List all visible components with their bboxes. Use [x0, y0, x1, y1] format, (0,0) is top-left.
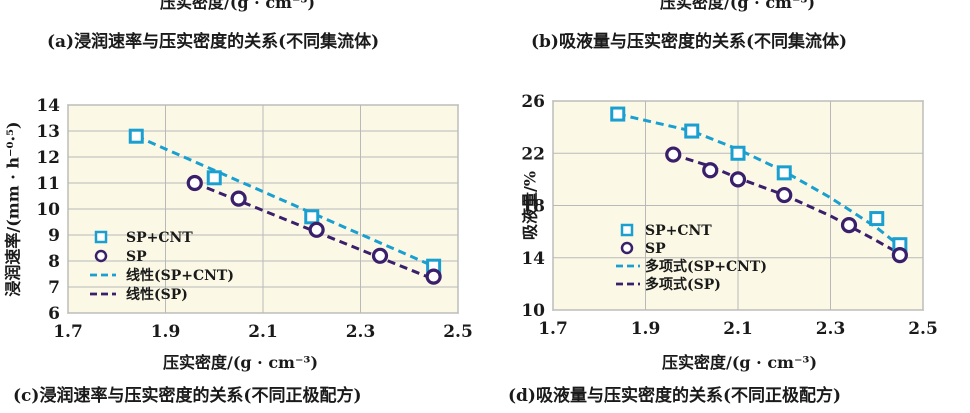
chart-d-caption: (d)吸液量与压实密度的关系(不同正极配方) [508, 386, 842, 406]
legend-marker-square [94, 230, 108, 244]
y-tick-label: 14 [36, 96, 60, 116]
data-point-circle [702, 162, 719, 179]
data-point-square [206, 170, 222, 186]
data-point-square [684, 123, 700, 139]
fit-line [135, 134, 435, 268]
y-tick-label: 13 [36, 122, 60, 142]
chart-c-xlabel: 压实密度/(g · cm⁻³) [163, 353, 319, 372]
y-tick-label: 12 [36, 148, 60, 168]
legend-label: SP [645, 241, 666, 257]
legend-label: 多项式(SP) [645, 276, 721, 293]
x-tick-label: 1.7 [538, 319, 568, 339]
x-tick-label: 2.5 [443, 322, 473, 342]
data-point-circle [729, 171, 747, 188]
y-tick-label: 9 [48, 226, 60, 246]
top-left-xlabel: 压实密度/(g · cm⁻³) [160, 0, 316, 12]
data-point-circle [776, 186, 793, 204]
data-point-square [304, 209, 320, 225]
data-point-circle [371, 247, 389, 264]
legend-marker-circle [620, 241, 634, 255]
data-point-circle [840, 216, 858, 234]
legend-label: 线性(SP) [126, 286, 188, 303]
legend-marker-square [620, 223, 634, 237]
x-tick-label: 2.3 [346, 322, 376, 342]
data-point-circle [230, 190, 247, 207]
legend-label: 线性(SP+CNT) [126, 267, 234, 284]
x-tick-label: 1.7 [53, 322, 83, 342]
x-tick-label: 2.5 [908, 319, 938, 339]
legend-label: SP+CNT [126, 230, 193, 246]
y-tick-label: 14 [521, 249, 545, 269]
top-left-caption: (a)浸润速率与压实密度的关系(不同集流体) [47, 32, 380, 52]
y-tick-label: 11 [36, 174, 60, 194]
x-tick-label: 2.1 [723, 319, 753, 339]
data-point-circle [186, 174, 203, 192]
y-tick-label: 10 [521, 301, 545, 321]
y-tick-label: 22 [521, 144, 545, 164]
data-point-circle [665, 146, 682, 163]
data-point-square [776, 165, 792, 181]
chart-c-caption: (c)浸润速率与压实密度的关系(不同正极配方) [13, 386, 362, 406]
x-tick-label: 1.9 [631, 319, 661, 339]
x-tick-label: 2.1 [248, 322, 278, 342]
top-right-xlabel: 压实密度/(g · cm⁻³) [660, 0, 816, 12]
legend-label: SP+CNT [645, 223, 712, 239]
x-tick-label: 1.9 [151, 322, 181, 342]
data-point-square [128, 128, 144, 144]
data-point-square [869, 211, 885, 227]
y-axis-label: 吸液量/% [521, 171, 540, 240]
chart-c: 1.7 1.9 2.1 2.3 2.5 6 7 8 9 10 11 12 13 14 浸润速率/(mm · … [0, 80, 485, 413]
chart-c-svg: 1.7 1.9 2.1 2.3 2.5 6 7 8 9 10 11 12 13 14 浸润速率/(mm · … [4, 96, 473, 342]
data-point-circle [425, 268, 442, 285]
y-tick-label: 10 [36, 200, 60, 220]
y-tick-label: 18 [521, 197, 545, 217]
y-axis-label: 浸润速率/(mm · h⁻⁰·⁵) [4, 121, 23, 296]
legend-marker-circle [94, 249, 108, 263]
legend-label: SP [126, 249, 147, 265]
top-right-caption: (b)吸液量与压实密度的关系(不同集流体) [531, 32, 848, 52]
data-point-square [610, 106, 626, 122]
data-point-square [730, 145, 746, 161]
y-tick-label: 7 [48, 278, 60, 298]
chart-d-xlabel: 压实密度/(g · cm⁻³) [662, 353, 818, 372]
legend-label: 多项式(SP+CNT) [645, 258, 767, 275]
data-point-circle [308, 221, 325, 238]
x-tick-label: 2.3 [816, 319, 846, 339]
chart-d: 1.7 1.9 2.1 2.3 2.5 10 14 18 22 26 吸液量/% SP+CNT SP 多项… [485, 80, 970, 413]
y-tick-label: 26 [521, 92, 545, 112]
y-tick-label: 8 [48, 252, 60, 272]
y-tick-label: 6 [48, 304, 60, 324]
data-point-circle [891, 247, 908, 264]
